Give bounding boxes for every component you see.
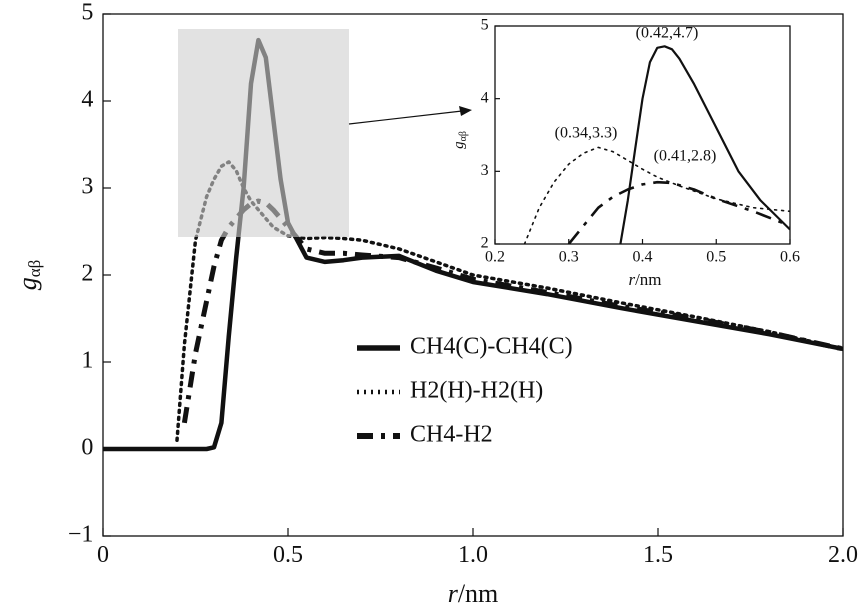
x-tick-label: 0.5 [273, 542, 303, 568]
y-tick-label: 3 [81, 174, 93, 200]
y-tick-label: 1 [81, 348, 93, 374]
y-tick-label: 2 [81, 261, 93, 287]
x-tick-label: 0.3 [559, 248, 579, 265]
y-tick-label: 4 [81, 87, 93, 113]
x-label-var: r [448, 579, 459, 608]
inset-x-label-var: r [628, 270, 635, 289]
inset-y-label-sub: αβ [458, 131, 469, 141]
annotation: (0.34,3.3) [555, 125, 618, 142]
y-tick-label: 4 [481, 89, 489, 106]
x-axis-label: r/nm [448, 579, 499, 608]
x-tick-label: 1.5 [643, 542, 673, 568]
y-label-main: g [13, 277, 42, 290]
y-tick-label: 2 [481, 235, 489, 252]
inset-y-axis-label: gαβ [451, 131, 469, 149]
y-tick-label: 5 [81, 0, 93, 26]
x-tick-label: 0.2 [485, 248, 505, 265]
inset-x-label-unit: /nm [635, 270, 661, 289]
x-tick-label: 0.5 [706, 248, 726, 265]
x-tick-label: 1.0 [458, 542, 488, 568]
plot-frame [102, 13, 844, 537]
plot-frame [494, 25, 791, 245]
zoom-arrowhead [459, 106, 472, 116]
y-tick-label: 3 [481, 162, 489, 179]
legend-label: H2(H)-H2(H) [410, 378, 543, 404]
series-line [567, 180, 790, 244]
inset-background [495, 26, 790, 244]
x-tick-label: 0.6 [780, 248, 800, 265]
legend-label: CH4-H2 [410, 422, 493, 448]
x-tick-label: 0 [97, 542, 109, 568]
series-line [619, 45, 790, 244]
legend-label: CH4(C)-CH4(C) [410, 334, 573, 360]
x-label-unit: /nm [458, 579, 498, 608]
annotation: (0.41,2.8) [654, 148, 717, 165]
y-axis-label: gαβ [13, 260, 44, 291]
inset-x-axis-label: r/nm [628, 270, 661, 289]
zoom-region [178, 29, 349, 237]
series-line [523, 146, 790, 244]
annotation: (0.42,4.7) [636, 25, 699, 42]
x-tick-label: 0.4 [633, 248, 653, 265]
y-label-sub: αβ [25, 260, 44, 278]
y-tick-label: 5 [481, 17, 489, 34]
plot-area [523, 45, 790, 244]
inset-y-label-main: g [451, 141, 467, 149]
x-tick-label: 2.0 [828, 542, 858, 568]
y-tick-label: 0 [81, 435, 93, 461]
y-tick-label: −1 [68, 522, 94, 548]
zoom-arrow [348, 110, 463, 125]
